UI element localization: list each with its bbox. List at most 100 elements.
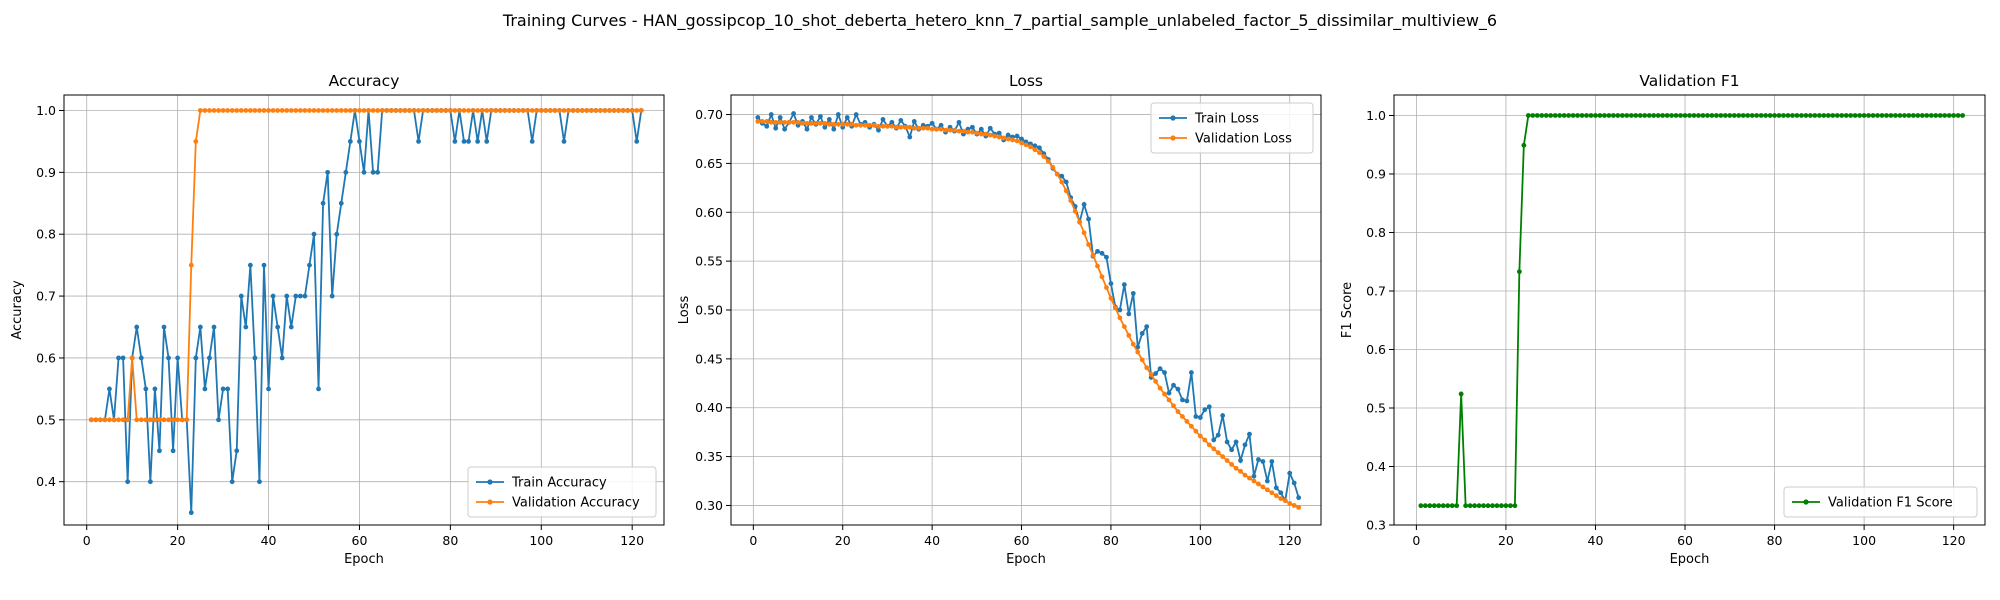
- accuracy-data-point: [429, 108, 435, 113]
- f1-data-point: [1700, 113, 1706, 118]
- loss-series-line: [757, 111, 1300, 504]
- accuracy-data-point: [325, 169, 331, 175]
- accuracy-data-point: [534, 108, 540, 113]
- f1-panel: 0 20 40 60 80 100 120 0.3 0.4 0.5 0.6 0.7 0.8 0.9 1.0 V…: [1340, 72, 1986, 567]
- accuracy-data-point: [234, 108, 240, 113]
- accuracy-data-point: [170, 417, 176, 423]
- accuracy-data-point: [134, 324, 140, 330]
- loss-data-point: [1197, 433, 1203, 439]
- accuracy-data-point: [157, 417, 162, 423]
- loss-xtick-label: 20: [835, 533, 851, 548]
- loss-data-point: [786, 119, 792, 125]
- accuracy-data-point: [397, 108, 403, 113]
- accuracy-data-point: [147, 479, 153, 485]
- accuracy-data-point: [216, 417, 221, 423]
- accuracy-data-point: [220, 108, 226, 113]
- accuracy-data-point: [347, 139, 353, 144]
- loss-legend-label: Train Loss: [1194, 112, 1259, 127]
- accuracy-data-point: [557, 108, 562, 113]
- f1-data-point: [1637, 113, 1643, 118]
- f1-data-point: [1687, 113, 1692, 118]
- loss-data-point: [1211, 437, 1217, 443]
- accuracy-data-point: [275, 324, 281, 330]
- loss-data-point: [1014, 133, 1020, 139]
- f1-data-point: [1776, 113, 1782, 118]
- loss-data-point: [777, 119, 783, 125]
- loss-data-point: [1197, 415, 1203, 420]
- loss-xtick-label: 0: [749, 533, 757, 548]
- loss-data-point: [1041, 154, 1047, 159]
- f1-data-point: [1839, 113, 1845, 118]
- f1-data-point: [1530, 113, 1536, 118]
- loss-series-1: [755, 111, 1302, 504]
- f1-ytick-label: 0.9: [1366, 166, 1386, 181]
- f1-data-point: [1888, 113, 1894, 118]
- accuracy-data-point: [452, 108, 458, 113]
- accuracy-data-point: [138, 417, 144, 423]
- f1-data-point: [1915, 113, 1921, 118]
- f1-data-point: [1579, 113, 1585, 118]
- loss-data-point: [889, 119, 895, 125]
- accuracy-data-point: [243, 108, 249, 113]
- f1-data-point: [1463, 503, 1469, 509]
- accuracy-data-point: [329, 108, 335, 113]
- accuracy-data-point: [434, 108, 440, 113]
- loss-data-point: [1144, 365, 1150, 371]
- f1-ytick-label: 0.5: [1366, 400, 1386, 415]
- f1-data-point: [1718, 113, 1724, 118]
- accuracy-data-point: [602, 108, 608, 113]
- accuracy-data-point: [316, 108, 321, 113]
- accuracy-data-point: [225, 108, 231, 113]
- f1-data-point: [1570, 113, 1576, 118]
- loss-data-point: [871, 122, 877, 128]
- loss-data-point: [1095, 248, 1100, 254]
- f1-data-point: [1499, 503, 1504, 509]
- accuracy-data-point: [220, 386, 226, 392]
- accuracy-data-point: [302, 293, 308, 299]
- f1-data-point: [1785, 113, 1791, 118]
- accuracy-data-point: [288, 324, 294, 330]
- accuracy-data-point: [529, 108, 535, 113]
- f1-xtick-label: 80: [1767, 533, 1783, 548]
- accuracy-data-point: [161, 417, 167, 423]
- loss-data-point: [1005, 136, 1011, 142]
- f1-data-point: [1633, 113, 1639, 118]
- loss-data-point: [1086, 242, 1091, 247]
- accuracy-data-point: [338, 108, 344, 113]
- accuracy-data-point: [175, 355, 181, 361]
- accuracy-data-point: [279, 355, 285, 361]
- f1-legend-label: Validation F1 Score: [1828, 496, 1953, 511]
- f1-data-point: [1960, 113, 1966, 118]
- accuracy-data-point: [297, 108, 303, 113]
- loss-data-point: [876, 123, 881, 129]
- loss-data-point: [978, 131, 984, 137]
- f1-data-point: [1942, 113, 1948, 118]
- accuracy-xlabel: Epoch: [344, 552, 384, 567]
- accuracy-data-point: [338, 200, 344, 206]
- loss-data-point: [1273, 485, 1279, 491]
- accuracy-panel: 0 20 40 60 80 100 120 0.4 0.5 0.6 0.7 0.8 0.9 1.0 Accu…: [10, 72, 665, 567]
- f1-data-point: [1552, 113, 1558, 118]
- loss-data-point: [1117, 307, 1123, 313]
- accuracy-data-point: [147, 417, 153, 423]
- accuracy-data-point: [416, 108, 421, 113]
- loss-data-point: [1229, 447, 1235, 453]
- f1-data-point: [1807, 113, 1813, 118]
- f1-data-point: [1767, 113, 1773, 118]
- loss-data-point: [817, 120, 823, 126]
- loss-data-point: [1054, 171, 1060, 177]
- loss-data-point: [804, 126, 810, 132]
- accuracy-data-point: [307, 108, 312, 113]
- f1-data-point: [1485, 503, 1491, 509]
- accuracy-data-point: [188, 510, 194, 516]
- loss-data-point: [853, 112, 859, 117]
- accuracy-data-point: [247, 262, 253, 268]
- accuracy-ytick-label: 0.5: [36, 412, 56, 427]
- loss-data-point: [755, 118, 761, 124]
- accuracy-data-point: [129, 355, 135, 361]
- accuracy-data-point: [279, 108, 285, 113]
- loss-data-point: [804, 120, 810, 126]
- f1-data-point: [1696, 113, 1701, 118]
- loss-data-point: [1023, 142, 1029, 148]
- loss-data-point: [1104, 254, 1109, 260]
